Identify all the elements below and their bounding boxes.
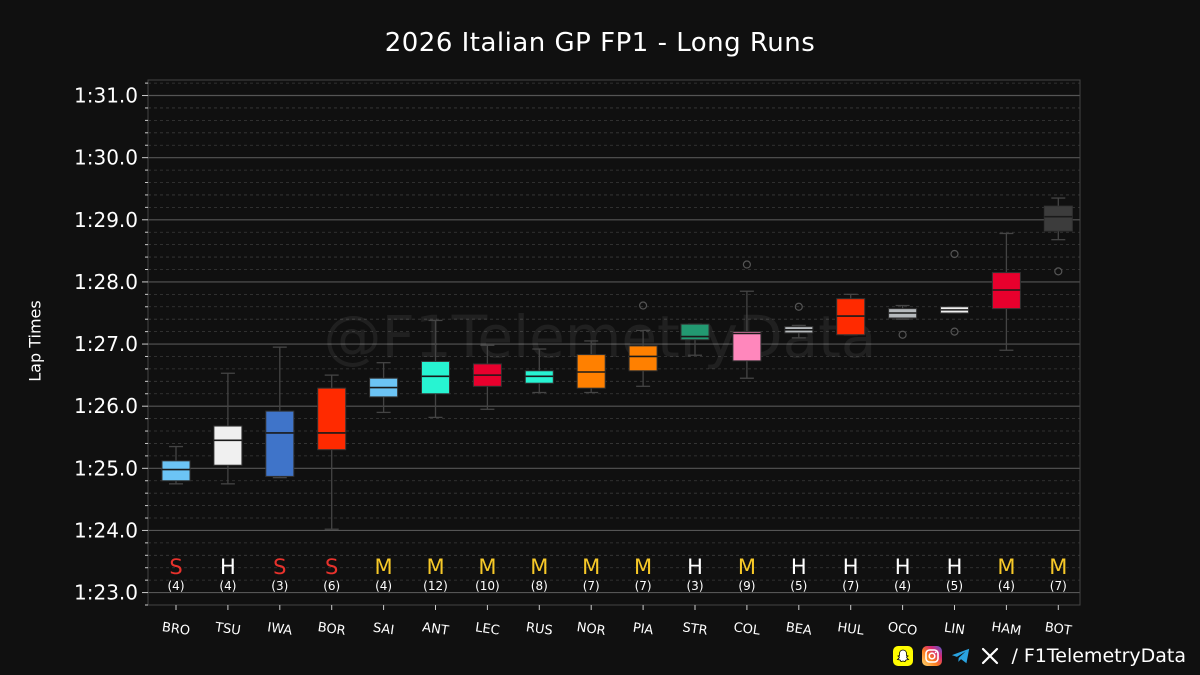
telegram-icon[interactable]: [951, 646, 971, 666]
x-tick-label: BEA: [785, 620, 813, 638]
compound-label: M: [997, 555, 1015, 579]
outlier-point: [898, 330, 907, 339]
outlier-point: [638, 301, 648, 310]
y-tick-label: 1:24.0: [74, 518, 138, 542]
box-ant: [421, 360, 450, 395]
y-axis-label: Lap Times: [25, 300, 45, 382]
lap-count-label: (4): [219, 579, 236, 593]
lap-count-label: (7): [635, 579, 652, 593]
lap-count-label: (7): [1050, 579, 1067, 593]
lap-count-label: (6): [323, 579, 340, 593]
y-tick-label: 1:23.0: [74, 581, 138, 605]
plot-frame: [147, 79, 1081, 606]
x-tick-label: BOR: [317, 620, 347, 639]
lap-count-label: (10): [475, 579, 500, 593]
lap-count-label: (5): [790, 579, 807, 593]
x-tick-label: HUL: [836, 620, 865, 639]
y-tick-label: 1:26.0: [74, 394, 138, 418]
lap-count-label: (4): [168, 579, 185, 593]
lap-count-label: (7): [842, 579, 859, 593]
compound-label: M: [582, 555, 600, 579]
chart-title: 2026 Italian GP FP1 - Long Runs: [384, 28, 816, 58]
y-tick-label: 1:29.0: [74, 208, 138, 232]
compound-label: M: [530, 555, 548, 579]
compound-label: S: [325, 555, 338, 579]
x-tick-label: TSU: [213, 620, 242, 639]
compound-label: S: [169, 555, 182, 579]
x-tick-label: LIN: [943, 621, 966, 639]
outlier-point: [950, 249, 959, 259]
lap-count-label: (3): [687, 579, 704, 593]
x-tick-label: OCO: [887, 620, 918, 639]
compound-label: M: [1049, 555, 1067, 579]
box-bot: [1043, 205, 1073, 232]
x-tick-label: IWA: [266, 620, 293, 638]
snapchat-icon[interactable]: [893, 646, 914, 666]
x-tick-label: HAM: [990, 620, 1022, 639]
x-icon[interactable]: [980, 646, 1000, 666]
footer-social: / F1TelemetryData: [893, 645, 1186, 667]
outlier-point: [950, 327, 959, 336]
y-tick-label: 1:31.0: [74, 84, 138, 108]
instagram-icon[interactable]: [922, 646, 943, 666]
x-tick-label: COL: [733, 620, 762, 639]
compound-label: H: [947, 555, 963, 579]
compound-label: H: [843, 555, 859, 579]
x-tick-label: RUS: [525, 620, 554, 639]
y-tick-label: 1:30.0: [74, 146, 138, 170]
lap-count-label: (9): [738, 579, 755, 593]
box-tsu: [213, 425, 243, 466]
compound-label: M: [634, 555, 652, 579]
lap-count-label: (12): [423, 579, 448, 593]
lap-count-label: (3): [271, 579, 288, 593]
x-tick-label: BOT: [1044, 620, 1073, 639]
compound-label: M: [738, 555, 756, 579]
y-tick-label: 1:27.0: [74, 332, 138, 356]
y-tick-label: 1:25.0: [74, 456, 138, 480]
lap-count-label: (4): [998, 579, 1015, 593]
compound-label: S: [273, 555, 286, 579]
compound-label: M: [426, 555, 444, 579]
outlier-point: [1054, 267, 1063, 276]
x-tick-label: SAI: [372, 621, 395, 639]
compound-label: H: [895, 555, 911, 579]
footer-handle: / F1TelemetryData: [1011, 645, 1186, 667]
x-tick-label: PIA: [632, 621, 655, 639]
x-tick-label: NOR: [576, 620, 607, 639]
x-tick-label: STR: [681, 620, 708, 638]
box-pia: [628, 345, 658, 372]
x-tick-label: LEC: [474, 620, 500, 638]
box-iwa: [265, 410, 295, 477]
box-bor: [317, 387, 347, 451]
y-tick-label: 1:28.0: [74, 270, 138, 294]
box-col: [732, 331, 762, 362]
lap-count-label: (4): [375, 579, 392, 593]
x-tick-label: BRO: [161, 620, 191, 639]
compound-label: H: [220, 555, 236, 579]
x-tick-label: ANT: [421, 620, 449, 639]
outlier-point: [794, 302, 803, 311]
compound-label: M: [478, 555, 496, 579]
compound-label: M: [375, 555, 393, 579]
outlier-point: [742, 260, 752, 269]
lap-count-label: (8): [531, 579, 548, 593]
lap-count-label: (5): [946, 579, 963, 593]
compound-label: H: [687, 555, 703, 579]
lap-count-label: (7): [583, 579, 600, 593]
compound-label: H: [791, 555, 807, 579]
lap-count-label: (4): [894, 579, 911, 593]
box-bro: [161, 460, 191, 482]
